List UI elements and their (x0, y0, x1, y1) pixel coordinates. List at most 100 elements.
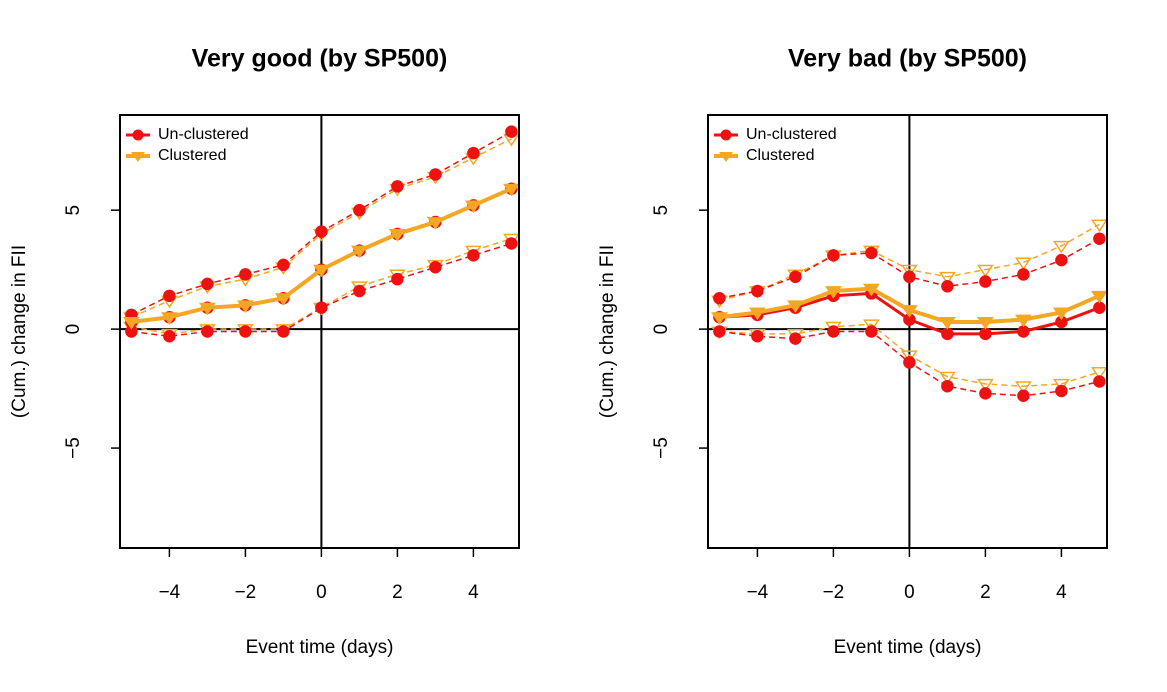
marker (865, 325, 878, 338)
marker (163, 289, 176, 303)
panel: Very bad (by SP500) Event time (days) (Cum… (597, 45, 1108, 658)
marker (1090, 366, 1108, 380)
marker (1052, 240, 1070, 254)
plot-frame (707, 114, 1108, 549)
marker (1052, 307, 1070, 321)
panel: Very good (by SP500) Event time (days) (Cu… (9, 45, 520, 658)
x-tick-label: −2 (235, 582, 257, 603)
marker (979, 387, 992, 400)
marker (391, 272, 404, 286)
marker (1014, 257, 1032, 271)
marker (938, 271, 956, 285)
marker (748, 307, 766, 321)
marker (751, 284, 764, 298)
marker (388, 229, 406, 242)
legend-label: Clustered (746, 147, 814, 164)
marker (1052, 378, 1070, 392)
marker (824, 286, 842, 299)
marker (160, 312, 178, 325)
marker (941, 379, 954, 393)
marker (903, 356, 916, 369)
marker (1017, 325, 1030, 338)
marker (865, 246, 878, 260)
y-tick-label: −5 (651, 437, 672, 459)
marker (236, 300, 254, 313)
x-tick-label: −4 (747, 582, 769, 603)
legend-label: Un-clustered (746, 126, 837, 143)
marker (751, 330, 764, 343)
x-tick-label: 0 (316, 582, 327, 603)
marker (505, 237, 518, 250)
marker (979, 327, 992, 341)
marker (938, 317, 956, 330)
marker (464, 200, 482, 214)
x-tick-label: −2 (823, 582, 845, 603)
marker (938, 371, 956, 385)
x-tick-label: 4 (468, 582, 479, 603)
legend-marker (720, 129, 732, 141)
marker (429, 261, 442, 274)
marker (467, 249, 480, 262)
marker (312, 264, 330, 278)
marker (789, 270, 802, 284)
x-tick-label: 0 (904, 582, 915, 603)
band-line (131, 237, 512, 335)
marker (274, 293, 292, 306)
legend-label: Un-clustered (158, 126, 249, 143)
marker (467, 146, 480, 160)
marker (941, 280, 954, 293)
marker (502, 183, 520, 197)
marker (163, 330, 176, 343)
marker (903, 270, 916, 284)
marker (353, 203, 366, 217)
marker (1055, 384, 1068, 398)
marker (976, 317, 994, 330)
marker (239, 325, 252, 338)
marker (315, 301, 328, 314)
marker (198, 302, 216, 316)
marker (713, 291, 726, 305)
marker (1093, 232, 1106, 245)
y-axis-label: (Cum.) change in FII (597, 245, 618, 418)
x-axis-label: Event time (days) (246, 637, 394, 658)
marker (122, 317, 140, 330)
x-tick-label: 2 (392, 582, 403, 603)
marker (862, 319, 880, 333)
marker (900, 350, 918, 363)
marker (827, 325, 840, 338)
marker (786, 300, 804, 313)
marker (900, 264, 918, 278)
x-tick-label: 4 (1056, 582, 1067, 603)
marker (979, 275, 992, 288)
marker (710, 312, 728, 325)
chart-title: Very bad (by SP500) (788, 45, 1027, 73)
marker (941, 327, 954, 341)
marker (1014, 314, 1032, 328)
marker (1017, 268, 1030, 281)
marker (976, 264, 994, 278)
x-tick-label: 2 (980, 582, 991, 603)
y-tick-label: 0 (651, 324, 672, 335)
plot-frame (119, 114, 520, 549)
marker (315, 225, 328, 238)
marker (1093, 301, 1106, 314)
legend-label: Clustered (158, 147, 226, 164)
marker (1090, 219, 1108, 233)
marker (900, 305, 918, 318)
marker (1014, 381, 1032, 394)
y-axis-label: (Cum.) change in FII (9, 245, 30, 418)
chart-title: Very good (by SP500) (192, 45, 448, 73)
marker (1090, 290, 1108, 304)
marker (789, 332, 802, 345)
marker (239, 268, 252, 281)
y-tick-label: −5 (63, 437, 84, 459)
marker (505, 125, 518, 138)
marker (350, 245, 368, 259)
marker (277, 325, 290, 338)
y-tick-label: 5 (63, 205, 84, 216)
x-axis-label: Event time (days) (834, 637, 982, 658)
marker (201, 325, 214, 338)
legend-marker (132, 129, 144, 141)
marker (862, 283, 880, 297)
